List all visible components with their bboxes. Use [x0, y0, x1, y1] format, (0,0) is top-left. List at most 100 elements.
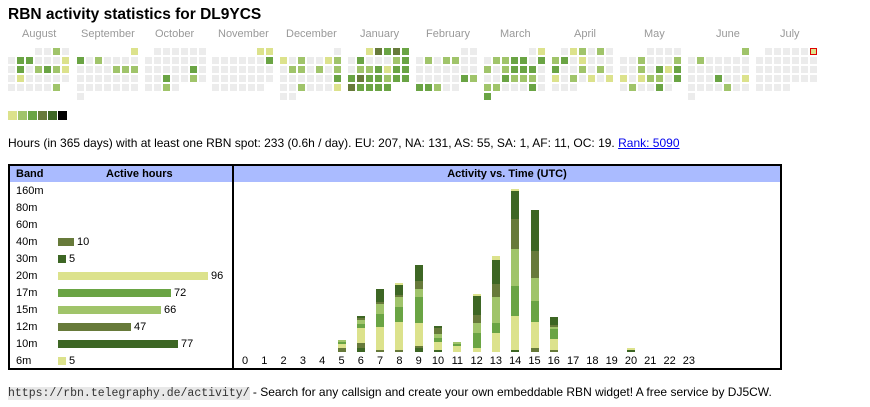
day-cell[interactable]	[570, 57, 577, 64]
day-cell[interactable]	[357, 57, 364, 64]
day-cell[interactable]	[620, 66, 627, 73]
day-cell[interactable]	[570, 66, 577, 73]
day-cell[interactable]	[280, 75, 287, 82]
day-cell[interactable]	[86, 84, 93, 91]
day-cell[interactable]	[104, 66, 111, 73]
day-cell[interactable]	[95, 75, 102, 82]
day-cell[interactable]	[122, 66, 129, 73]
day-cell[interactable]	[348, 84, 355, 91]
day-cell[interactable]	[511, 75, 518, 82]
day-cell[interactable]	[697, 75, 704, 82]
day-cell[interactable]	[647, 48, 654, 55]
day-cell[interactable]	[801, 66, 808, 73]
day-cell[interactable]	[597, 57, 604, 64]
day-cell[interactable]	[629, 75, 636, 82]
day-cell[interactable]	[638, 66, 645, 73]
day-cell[interactable]	[325, 66, 332, 73]
day-cell[interactable]	[95, 66, 102, 73]
day-cell[interactable]	[53, 75, 60, 82]
day-cell[interactable]	[697, 66, 704, 73]
day-cell[interactable]	[493, 57, 500, 64]
day-cell[interactable]	[452, 84, 459, 91]
day-cell[interactable]	[17, 84, 24, 91]
day-cell[interactable]	[783, 75, 790, 82]
day-cell[interactable]	[131, 48, 138, 55]
day-cell[interactable]	[266, 48, 273, 55]
day-cell[interactable]	[239, 84, 246, 91]
day-cell[interactable]	[452, 57, 459, 64]
day-cell[interactable]	[724, 75, 731, 82]
day-cell[interactable]	[665, 57, 672, 64]
day-cell[interactable]	[325, 75, 332, 82]
day-cell[interactable]	[724, 66, 731, 73]
day-cell[interactable]	[348, 66, 355, 73]
day-cell[interactable]	[647, 84, 654, 91]
day-cell[interactable]	[606, 48, 613, 55]
day-cell[interactable]	[325, 57, 332, 64]
day-cell[interactable]	[452, 75, 459, 82]
day-cell[interactable]	[334, 48, 341, 55]
day-cell[interactable]	[95, 84, 102, 91]
day-cell[interactable]	[742, 84, 749, 91]
day-cell[interactable]	[181, 66, 188, 73]
day-cell[interactable]	[325, 84, 332, 91]
day-cell[interactable]	[307, 84, 314, 91]
day-cell[interactable]	[8, 57, 15, 64]
day-cell[interactable]	[26, 75, 33, 82]
day-cell[interactable]	[44, 57, 51, 64]
day-cell[interactable]	[715, 75, 722, 82]
day-cell[interactable]	[511, 57, 518, 64]
day-cell[interactable]	[561, 66, 568, 73]
day-cell[interactable]	[511, 66, 518, 73]
day-cell[interactable]	[199, 75, 206, 82]
day-cell[interactable]	[570, 84, 577, 91]
day-cell[interactable]	[620, 57, 627, 64]
day-cell[interactable]	[756, 75, 763, 82]
day-cell[interactable]	[783, 48, 790, 55]
day-cell[interactable]	[307, 75, 314, 82]
day-cell[interactable]	[742, 57, 749, 64]
day-cell[interactable]	[316, 75, 323, 82]
day-cell[interactable]	[706, 75, 713, 82]
day-cell[interactable]	[212, 66, 219, 73]
day-cell[interactable]	[665, 84, 672, 91]
day-cell[interactable]	[44, 66, 51, 73]
day-cell[interactable]	[298, 75, 305, 82]
day-cell[interactable]	[131, 75, 138, 82]
day-cell[interactable]	[35, 57, 42, 64]
day-cell[interactable]	[113, 84, 120, 91]
day-cell[interactable]	[765, 66, 772, 73]
day-cell[interactable]	[538, 75, 545, 82]
day-cell[interactable]	[484, 66, 491, 73]
day-cell[interactable]	[538, 57, 545, 64]
day-cell[interactable]	[366, 48, 373, 55]
day-cell[interactable]	[561, 48, 568, 55]
day-cell[interactable]	[289, 75, 296, 82]
day-cell[interactable]	[715, 84, 722, 91]
day-cell[interactable]	[145, 75, 152, 82]
day-cell[interactable]	[665, 66, 672, 73]
day-cell[interactable]	[783, 84, 790, 91]
day-cell[interactable]	[8, 66, 15, 73]
day-cell[interactable]	[366, 75, 373, 82]
day-cell[interactable]	[375, 66, 382, 73]
day-cell[interactable]	[44, 75, 51, 82]
day-cell[interactable]	[792, 57, 799, 64]
day-cell[interactable]	[62, 48, 69, 55]
day-cell[interactable]	[665, 48, 672, 55]
day-cell[interactable]	[561, 75, 568, 82]
day-cell[interactable]	[307, 57, 314, 64]
day-cell[interactable]	[35, 48, 42, 55]
day-cell[interactable]	[511, 84, 518, 91]
day-cell[interactable]	[597, 75, 604, 82]
day-cell[interactable]	[606, 66, 613, 73]
day-cell[interactable]	[552, 66, 559, 73]
day-cell[interactable]	[357, 84, 364, 91]
day-cell[interactable]	[629, 57, 636, 64]
day-cell[interactable]	[334, 66, 341, 73]
day-cell[interactable]	[470, 57, 477, 64]
day-cell[interactable]	[529, 66, 536, 73]
day-cell[interactable]	[588, 75, 595, 82]
day-cell[interactable]	[230, 66, 237, 73]
day-cell[interactable]	[298, 66, 305, 73]
